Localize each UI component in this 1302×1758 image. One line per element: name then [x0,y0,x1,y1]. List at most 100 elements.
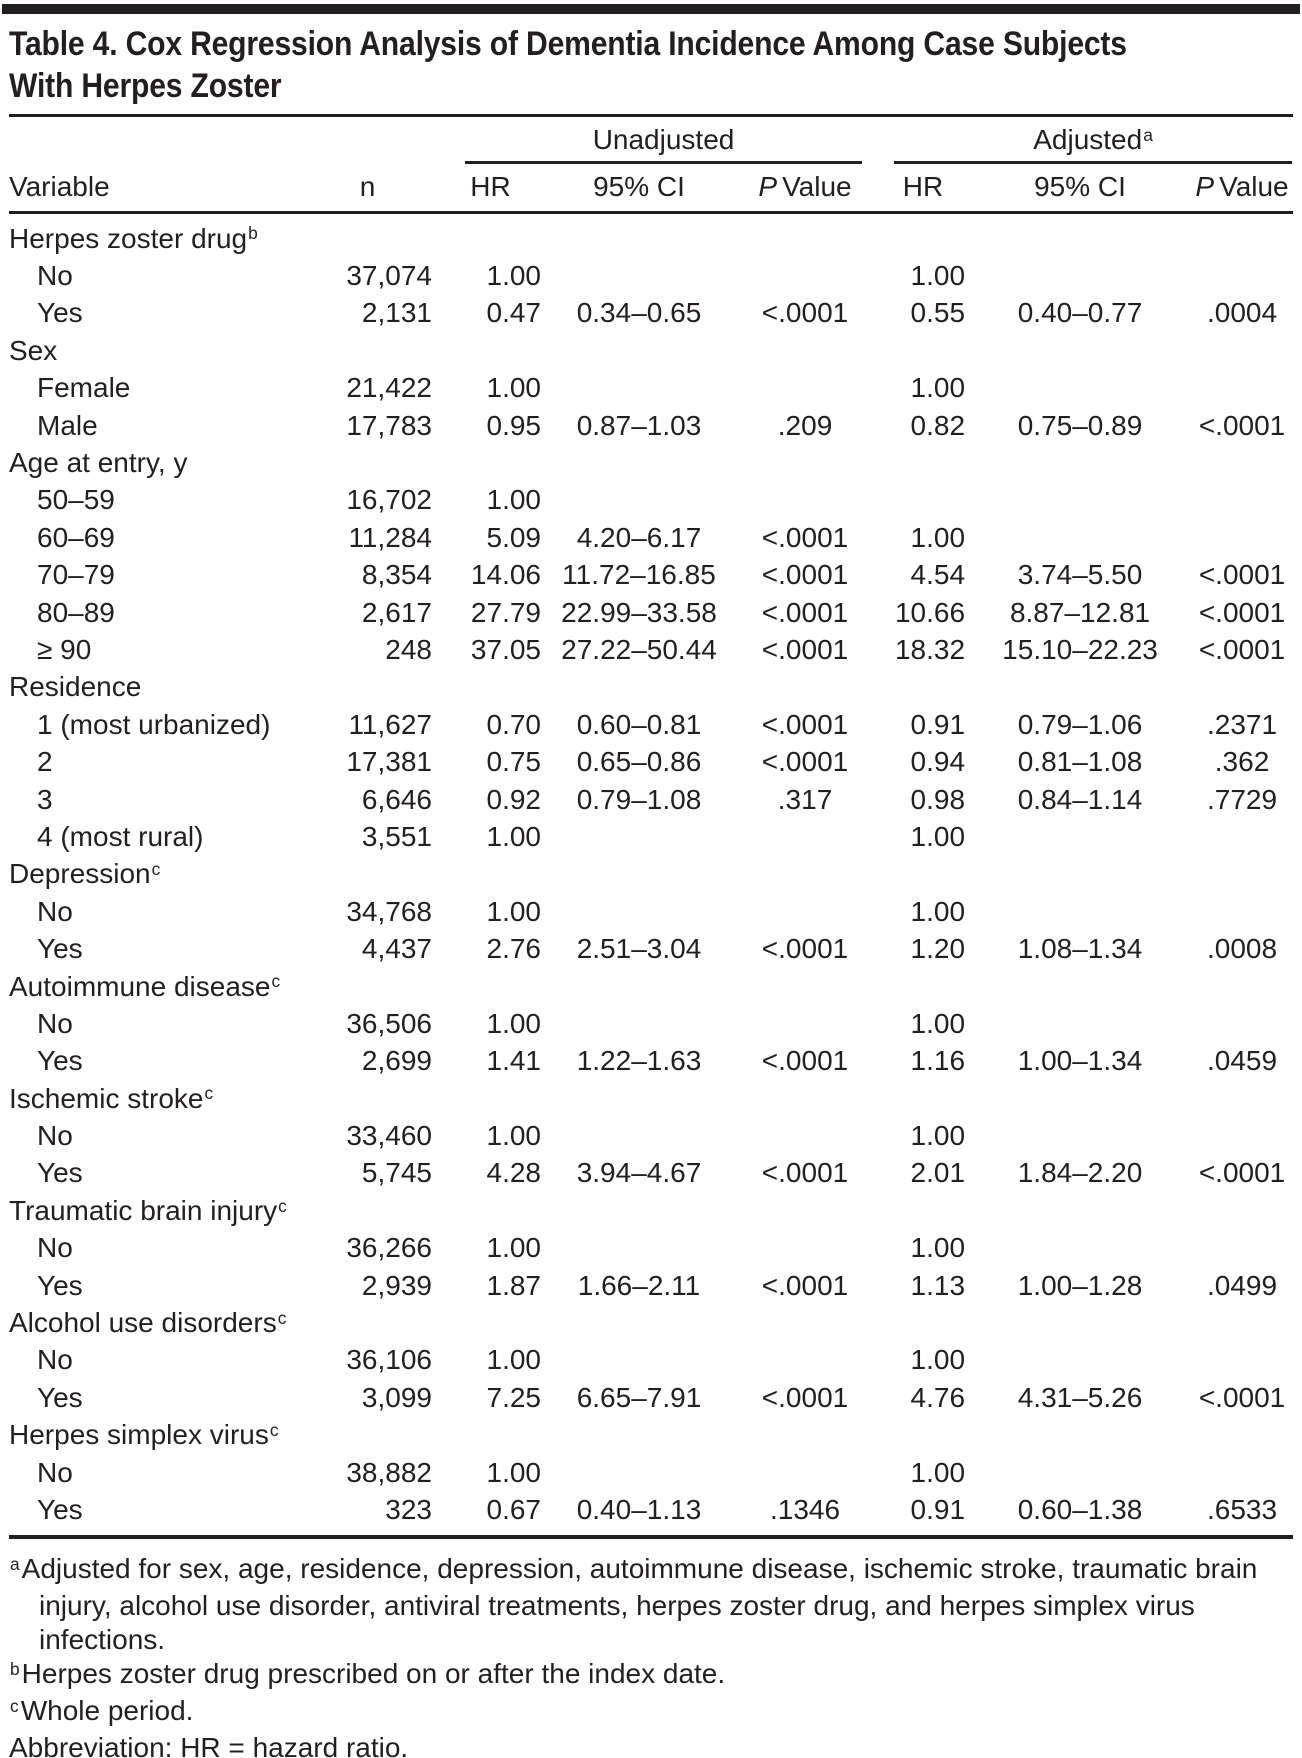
cell-ahr: 10.66 [894,596,966,628]
group-label: Traumatic brain injury [9,1194,278,1226]
table-row: No 33,460 1.00 1.00 [9,1117,1293,1154]
table-row: 1 (most urbanized) 11,627 0.70 0.60–0.81 <.0… [9,706,1293,743]
table-row: Yes 2,699 1.41 1.22–1.63 <.0001 1.16 1.00–1.34… [9,1043,1293,1080]
cell-n: 323 [385,1493,432,1525]
table-row: Yes 3,099 7.25 6.65–7.91 <.0001 4.76 4.31–5.26… [9,1379,1293,1416]
table-row: Yes 5,745 4.28 3.94–4.67 <.0001 2.01 1.84–2.20… [9,1155,1293,1192]
group-label-cell: Sex [9,332,1293,369]
cell-ahr: 0.91 [910,708,966,740]
footnote-marker-c: c [151,859,161,879]
cell-uhr: 1.87 [486,1269,542,1301]
cell-ap: .6533 [1206,1493,1278,1525]
cell-ap [1191,1454,1293,1491]
table-header: Unadjusted Adjusteda Variable n HR 95% C… [9,117,1294,214]
cell-uci: 0.87–1.03 [576,409,702,441]
group-label-cell: Ischemic strokec [9,1080,1293,1117]
cell-n: 17,783 [346,409,432,441]
cell-ap [1191,818,1293,855]
cell-aci [969,519,1191,556]
cell-label: Yes [37,297,83,329]
cell-ap: <.0001 [1198,1157,1286,1189]
cell-label: No [37,1007,73,1039]
cell-ap: <.0001 [1198,409,1286,441]
group-label: Sex [9,334,58,366]
cell-label: Yes [37,933,83,965]
cell-up [733,893,877,930]
cell-up [733,1454,877,1491]
cell-up: <.0001 [761,559,849,591]
table-row: Female 21,422 1.00 1.00 [9,370,1293,407]
cell-ahr: 1.00 [910,1456,966,1488]
table-row: 2 17,381 0.75 0.65–0.86 <.0001 0.94 0.81–1.08.… [9,743,1293,780]
cell-uhr: 1.00 [486,1007,542,1039]
table-row: Yes 4,437 2.76 2.51–3.04 <.0001 1.20 1.08–1.34… [9,930,1293,967]
cell-ahr: 1.00 [910,895,966,927]
table-row: No 36,506 1.00 1.00 [9,1005,1293,1042]
group-label: Residence [9,671,142,703]
footnote-c: cWhole period. [9,1694,1293,1731]
cell-uci [545,1454,733,1491]
group-label: Herpes zoster drug [9,222,248,254]
cell-aci [969,257,1191,294]
cell-ahr: 1.13 [910,1269,966,1301]
cell-uci [545,1230,733,1267]
footnote-marker-a: a [10,1554,20,1575]
footnote-marker-c: c [204,1083,214,1104]
table-row: No 38,882 1.00 1.00 [9,1454,1293,1491]
table-row: Male 17,783 0.95 0.87–1.03 .209 0.82 0.75–0.89… [9,407,1293,444]
cell-label: 60–69 [37,521,115,553]
cell-aci: 0.81–1.08 [1017,746,1143,778]
cell-n: 3,551 [361,820,432,852]
cell-uci [545,1005,733,1042]
cell-uhr: 0.70 [486,708,542,740]
cell-label: Yes [37,1157,83,1189]
cell-uhr: 1.00 [486,372,542,404]
cell-uci: 2.51–3.04 [576,933,702,965]
cell-aci [969,893,1191,930]
cell-n: 36,266 [346,1232,432,1264]
table-body: Herpes zoster drugb No 37,074 1.00 1.00 Yes 2,… [9,213,1293,1529]
unadjusted-label: Unadjusted [592,124,735,155]
cell-uhr: 7.25 [486,1381,542,1413]
cell-label: Yes [37,1493,83,1525]
title-rule [9,114,1293,117]
cell-ahr: 0.82 [910,409,966,441]
table-row-group: Herpes zoster drugb [9,213,1293,258]
table-row: Yes 323 0.67 0.40–1.13 .1346 0.91 0.60–1.38 .65… [9,1491,1293,1528]
col-header-variable: Variable [9,165,299,214]
cell-ahr: 4.54 [910,559,966,591]
cell-ap: <.0001 [1198,1381,1286,1413]
cell-label: Male [37,409,98,441]
footnote-marker-b: b [10,1659,20,1680]
cell-up: <.0001 [761,521,849,553]
table-row: 80–89 2,617 27.79 22.99–33.58 <.0001 10.66 8.8… [9,594,1293,631]
cell-uci: 0.40–1.13 [576,1493,702,1525]
group-label: Autoimmune disease [9,970,271,1002]
cell-uci [545,1117,733,1154]
table-row: No 36,266 1.00 1.00 [9,1230,1293,1267]
table-row: ≥ 90 248 37.05 27.22–50.44 <.0001 18.32 15.10–… [9,631,1293,668]
cell-up [733,1117,877,1154]
cell-aci: 1.00–1.34 [1017,1045,1143,1077]
group-label: Herpes simplex virus [9,1419,269,1451]
cell-ap: .0004 [1206,297,1278,329]
page-title-line2: With Herpes Zoster [9,67,282,105]
cell-up: <.0001 [761,708,849,740]
spanner-spacer [9,117,436,165]
cell-label: 70–79 [37,559,115,591]
footnote-marker-c: c [269,1419,279,1440]
cell-up: <.0001 [761,633,849,665]
footnote-marker-a: a [1143,124,1153,145]
cell-label: No [37,1344,73,1376]
cell-aci: 0.79–1.06 [1017,708,1143,740]
cell-uhr: 2.76 [486,933,542,965]
table-row-group: Residence [9,669,1293,706]
cell-n: 36,506 [346,1007,432,1039]
table-row: Yes 2,939 1.87 1.66–2.11 <.0001 1.13 1.00–1.28… [9,1267,1293,1304]
table-row: 70–79 8,354 14.06 11.72–16.85 <.0001 4.54 3.74… [9,557,1293,594]
cell-ahr: 0.98 [910,783,966,815]
cell-ap [1191,1230,1293,1267]
cell-n: 21,422 [346,372,432,404]
footnote-text: Adjusted for sex, age, residence, depres… [21,1552,1258,1655]
top-rule [2,4,1300,14]
